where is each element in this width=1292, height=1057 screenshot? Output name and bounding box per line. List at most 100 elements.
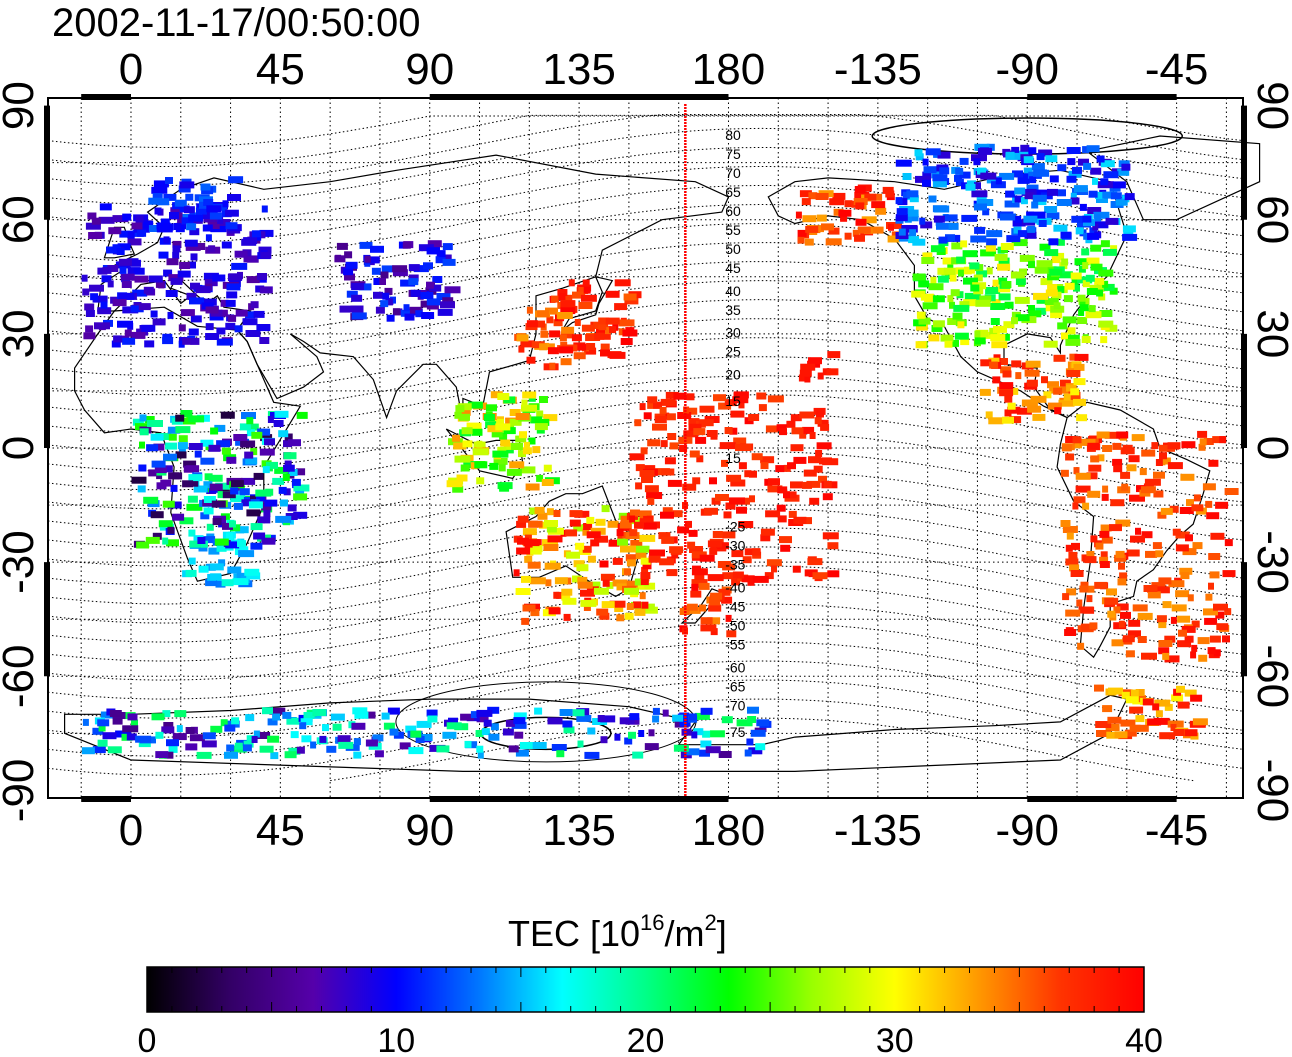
tec-cell bbox=[738, 462, 747, 470]
tec-cell bbox=[1080, 581, 1089, 589]
tec-cell bbox=[1079, 203, 1087, 211]
tec-cell bbox=[666, 413, 676, 421]
tec-cell bbox=[521, 617, 530, 625]
tec-cell bbox=[253, 310, 265, 318]
tec-cell bbox=[686, 603, 698, 611]
tec-cell bbox=[559, 709, 573, 716]
tec-cell bbox=[1073, 378, 1086, 386]
tec-cell bbox=[586, 343, 596, 350]
tec-cell bbox=[166, 739, 179, 747]
tec-cell bbox=[1117, 578, 1127, 586]
tec-cell bbox=[1141, 531, 1153, 539]
tec-cell bbox=[174, 199, 187, 207]
tec-cell bbox=[351, 294, 363, 302]
tec-cell bbox=[353, 738, 361, 746]
tec-cell bbox=[992, 279, 999, 287]
tec-cell bbox=[928, 283, 944, 291]
contour-label: 75 bbox=[725, 146, 741, 162]
tec-cell bbox=[138, 303, 151, 311]
tec-cell bbox=[1028, 261, 1035, 269]
tec-cell bbox=[902, 225, 918, 233]
tec-cell bbox=[646, 492, 663, 499]
tec-cell bbox=[959, 157, 969, 165]
y-tick-label-left: 0 bbox=[0, 436, 43, 460]
tec-cell bbox=[937, 275, 949, 283]
tec-cell bbox=[440, 301, 455, 309]
contour-line bbox=[47, 222, 1244, 301]
tec-cell bbox=[214, 424, 226, 432]
tec-cell bbox=[691, 579, 708, 587]
tec-cell bbox=[1197, 637, 1210, 645]
tec-cell bbox=[1078, 158, 1089, 166]
tec-cell bbox=[410, 289, 421, 297]
tec-cell bbox=[731, 578, 741, 586]
tec-cell bbox=[1100, 524, 1112, 532]
tec-cell bbox=[1112, 181, 1126, 189]
tec-cell bbox=[1004, 409, 1012, 417]
tec-cell bbox=[1205, 500, 1213, 508]
tec-cell bbox=[122, 725, 139, 733]
tec-cell bbox=[738, 521, 754, 528]
tec-cell bbox=[521, 404, 537, 412]
tec-cell bbox=[1033, 292, 1048, 300]
tec-cell bbox=[185, 743, 198, 751]
tec-cell bbox=[119, 266, 127, 274]
tec-cell bbox=[1193, 494, 1201, 502]
tec-cell bbox=[135, 215, 144, 223]
tec-cell bbox=[1067, 334, 1080, 342]
tec-cell bbox=[1036, 153, 1045, 161]
tec-cell bbox=[1104, 431, 1120, 439]
bottom-axis-bar bbox=[1027, 796, 1177, 802]
tec-cell bbox=[544, 562, 561, 570]
tec-cell bbox=[1049, 268, 1063, 276]
tec-cell bbox=[806, 480, 821, 488]
tec-cell bbox=[776, 424, 787, 432]
tec-cell bbox=[181, 217, 194, 225]
tec-cell bbox=[961, 214, 978, 222]
tec-cell bbox=[729, 427, 738, 435]
tec-cell bbox=[928, 334, 940, 342]
x-tick-label-top: -135 bbox=[834, 45, 922, 94]
tec-cell bbox=[959, 301, 970, 309]
tec-cell bbox=[471, 428, 483, 436]
tec-cell bbox=[461, 408, 471, 416]
tec-cell bbox=[1025, 360, 1041, 368]
tec-cell bbox=[1073, 398, 1086, 406]
tec-cell bbox=[904, 215, 912, 223]
tec-cell bbox=[436, 745, 450, 753]
tec-cell bbox=[711, 497, 721, 505]
tec-cell bbox=[1086, 472, 1098, 480]
tec-cell bbox=[1074, 353, 1089, 361]
tec-cell bbox=[131, 222, 143, 230]
tec-cell bbox=[1168, 580, 1185, 588]
tec-cell bbox=[112, 244, 120, 252]
tec-cell bbox=[671, 551, 679, 559]
tec-cell bbox=[138, 740, 151, 748]
contour-line bbox=[47, 584, 1244, 662]
tec-cell bbox=[216, 338, 233, 346]
tec-cell bbox=[1023, 156, 1034, 164]
tec-cell bbox=[343, 268, 354, 276]
tec-cell bbox=[1073, 284, 1080, 292]
tec-cell bbox=[217, 486, 230, 494]
tec-cell bbox=[928, 195, 937, 203]
tec-cell bbox=[1073, 185, 1088, 193]
tec-cell bbox=[1014, 296, 1030, 304]
tec-cell bbox=[1060, 520, 1071, 527]
tec-cell bbox=[405, 725, 417, 733]
tec-cell bbox=[747, 706, 759, 714]
tec-cell bbox=[971, 154, 987, 162]
tec-cell bbox=[205, 234, 212, 242]
tec-cell bbox=[1092, 223, 1099, 231]
tec-cell bbox=[186, 223, 197, 231]
right-axis-bar bbox=[1241, 562, 1247, 677]
contour-label: 25 bbox=[725, 344, 741, 360]
tec-cell bbox=[828, 227, 840, 235]
tec-cell bbox=[165, 290, 178, 297]
contour-line bbox=[47, 603, 1244, 681]
tec-cell bbox=[700, 740, 712, 748]
tec-cell bbox=[543, 464, 552, 472]
tec-cell bbox=[1184, 635, 1194, 643]
tec-cell bbox=[189, 734, 205, 742]
tec-cell bbox=[572, 291, 585, 299]
